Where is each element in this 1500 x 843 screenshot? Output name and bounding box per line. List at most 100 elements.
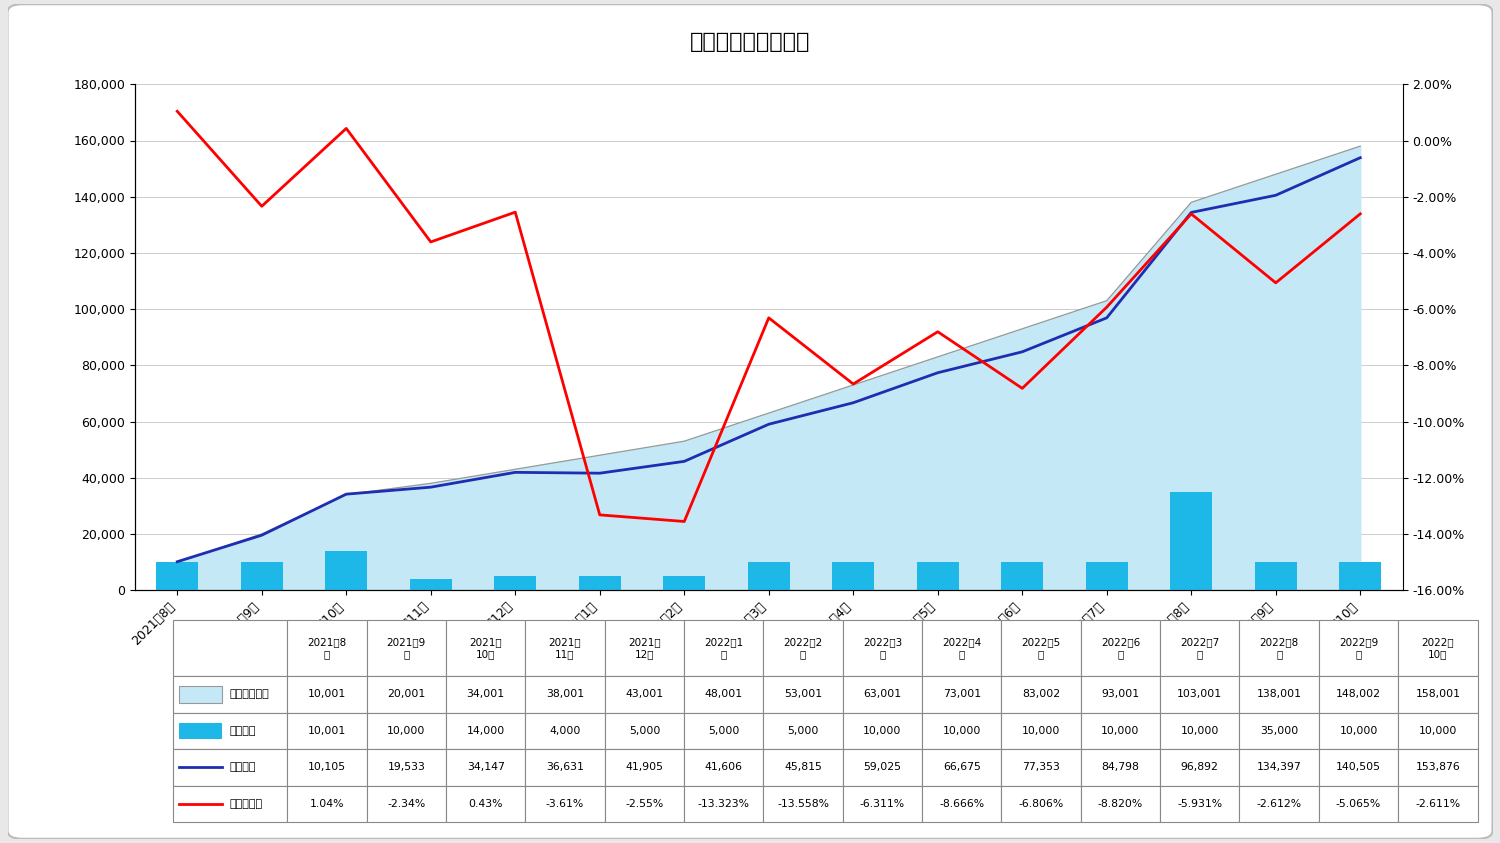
Bar [843,712,922,749]
Bar [410,579,452,590]
Bar [1082,676,1160,712]
Text: 83,002: 83,002 [1022,690,1060,700]
Bar [1318,620,1398,676]
Bar [1002,786,1082,822]
Bar [366,676,446,712]
Text: 43,001: 43,001 [626,690,663,700]
Bar [446,749,525,786]
Bar [366,786,446,822]
Bar [764,786,843,822]
Text: 10,000: 10,000 [1101,726,1140,736]
Text: -2.34%: -2.34% [387,798,426,808]
Bar [1002,620,1082,676]
Bar [922,786,1002,822]
Bar [1082,712,1160,749]
Bar [1002,712,1082,749]
Bar [843,749,922,786]
Bar [525,786,605,822]
Bar [843,786,922,822]
Bar [1002,676,1082,712]
Text: 0.43%: 0.43% [468,798,502,808]
Bar [604,786,684,822]
Text: 10,000: 10,000 [387,726,426,736]
Bar [446,620,525,676]
Bar [1082,620,1160,676]
Text: 38,001: 38,001 [546,690,584,700]
Bar [172,712,288,749]
Text: 20,001: 20,001 [387,690,426,700]
Text: 140,505: 140,505 [1336,762,1382,772]
Text: -2.612%: -2.612% [1257,798,1302,808]
Bar [172,786,288,822]
Bar [1082,749,1160,786]
Text: 19,533: 19,533 [387,762,426,772]
Bar [916,562,958,590]
Text: 2022年6
月: 2022年6 月 [1101,637,1140,658]
Text: 2022年2
月: 2022年2 月 [783,637,822,658]
Bar [525,620,605,676]
Text: 93,001: 93,001 [1101,690,1140,700]
Bar [525,749,605,786]
Text: ひふみ投信運用実績: ひふみ投信運用実績 [690,32,810,52]
Text: 2022年9
月: 2022年9 月 [1340,637,1378,658]
Bar [1239,620,1318,676]
Text: 41,606: 41,606 [705,762,742,772]
Text: 10,000: 10,000 [1340,726,1377,736]
Text: 10,105: 10,105 [308,762,347,772]
Bar [604,676,684,712]
Bar [579,576,621,590]
Bar [1160,676,1239,712]
Text: 2022年3
月: 2022年3 月 [862,637,901,658]
Text: 77,353: 77,353 [1022,762,1060,772]
Bar [764,712,843,749]
Text: 受渡金額: 受渡金額 [230,726,256,736]
Bar [446,786,525,822]
Text: 2021年9
月: 2021年9 月 [387,637,426,658]
Bar [178,686,222,703]
Bar [684,712,764,749]
Text: 45,815: 45,815 [784,762,822,772]
Bar [525,712,605,749]
Text: 63,001: 63,001 [864,690,901,700]
Bar [326,550,368,590]
Bar [1239,676,1318,712]
Bar [446,676,525,712]
Text: 138,001: 138,001 [1257,690,1302,700]
Bar [172,749,288,786]
Bar [1318,676,1398,712]
Text: 2022年5
月: 2022年5 月 [1022,637,1060,658]
Text: 5,000: 5,000 [708,726,740,736]
Text: 10,000: 10,000 [1180,726,1219,736]
Text: 59,025: 59,025 [864,762,901,772]
Text: 1.04%: 1.04% [310,798,345,808]
Bar [1239,712,1318,749]
Bar [684,786,764,822]
Bar [1160,749,1239,786]
Text: 2021年8
月: 2021年8 月 [308,637,347,658]
Text: 4,000: 4,000 [549,726,580,736]
Text: 10,000: 10,000 [1022,726,1060,736]
Bar [1398,712,1478,749]
Bar [922,620,1002,676]
Bar [833,562,874,590]
Text: 10,000: 10,000 [942,726,981,736]
Text: 10,000: 10,000 [1419,726,1456,736]
Bar [156,562,198,590]
Text: -8.820%: -8.820% [1098,798,1143,808]
Bar [1398,676,1478,712]
Bar [1082,786,1160,822]
Bar [1398,786,1478,822]
Bar [1318,749,1398,786]
Bar [747,562,790,590]
Bar [604,749,684,786]
Text: 評価損益率: 評価損益率 [230,798,262,808]
Bar [1318,712,1398,749]
Bar [1398,749,1478,786]
Text: 158,001: 158,001 [1416,690,1461,700]
Bar [1340,562,1382,590]
Text: 134,397: 134,397 [1257,762,1302,772]
Bar [366,712,446,749]
Bar [366,620,446,676]
Text: -8.666%: -8.666% [939,798,984,808]
Text: 5,000: 5,000 [628,726,660,736]
